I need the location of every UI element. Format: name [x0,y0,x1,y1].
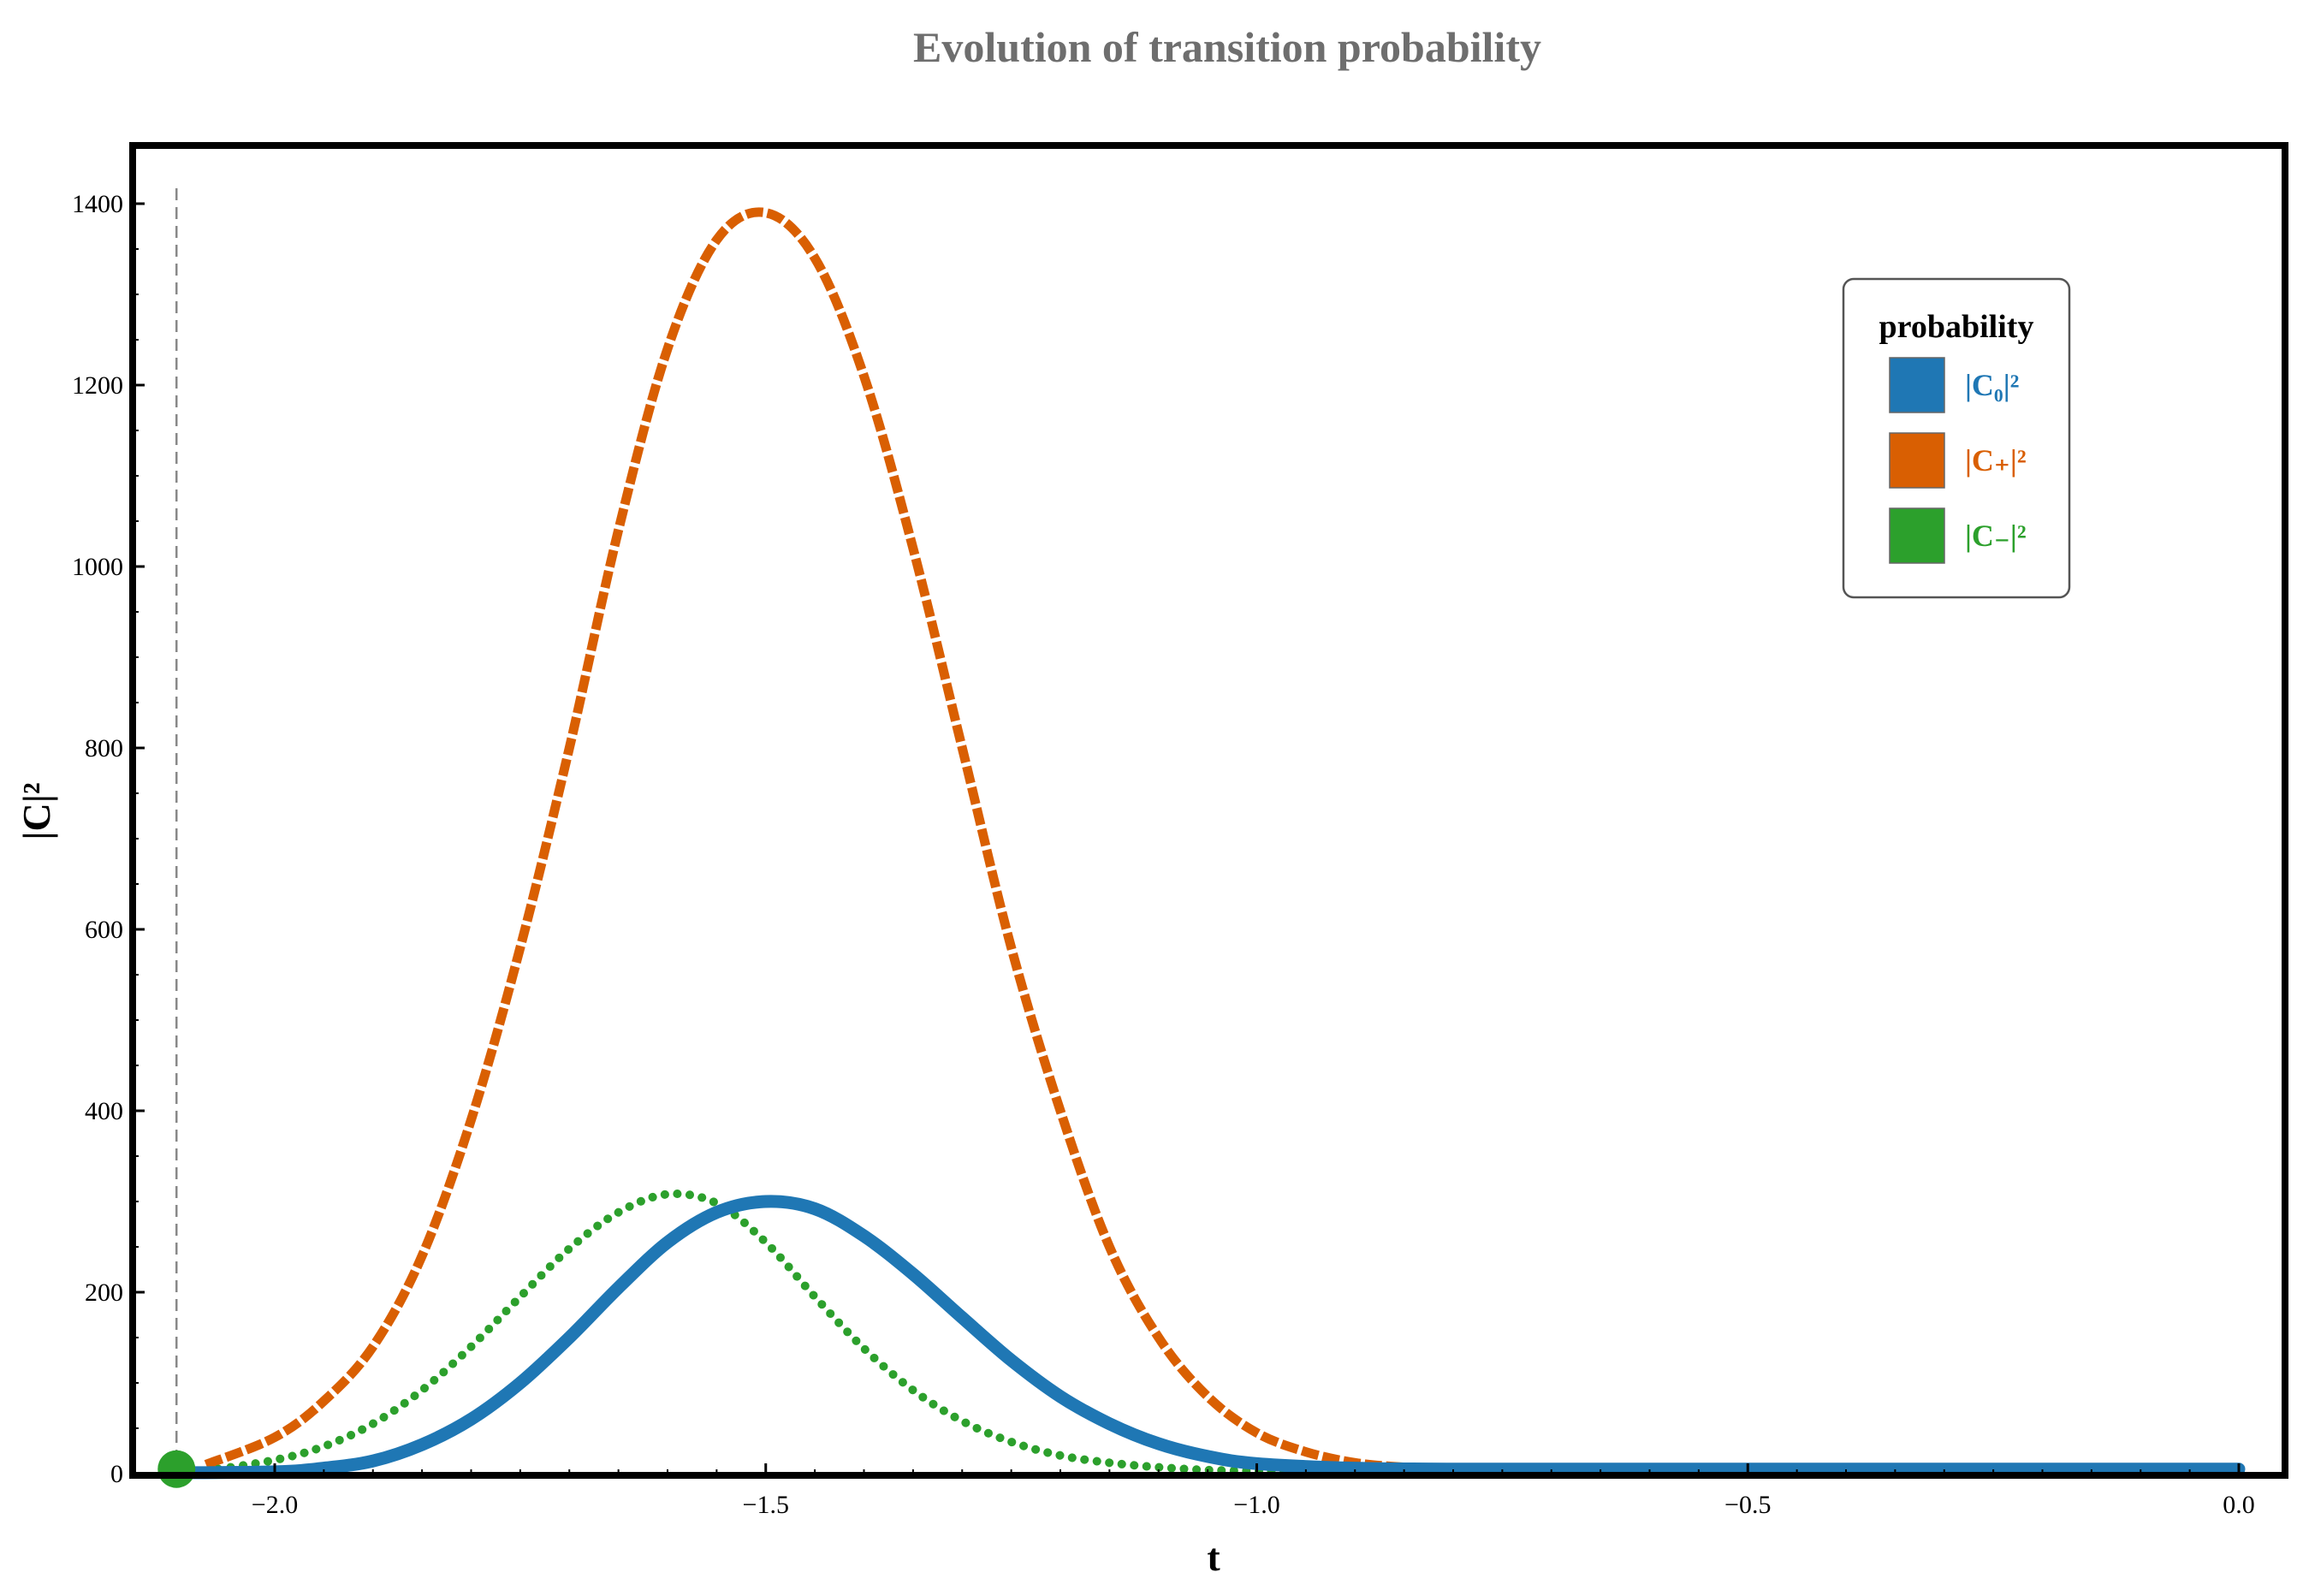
series-line-2 [201,1190,2243,1477]
chart-title: Evolution of transition probability [913,23,1541,71]
start-marker-dot [157,1450,196,1488]
y-tick-label: 0 [110,1460,123,1488]
y-tick-label: 600 [85,916,123,944]
y-axis-label: |C|² [15,782,58,840]
legend-items: |C₀|² |C₊|² |C₋|² [1889,357,2027,564]
plot-area: −2.0 −1.5 −1.0 −0.5 0.0 0 200 400 600 800 1000 1200… [72,188,2255,1519]
legend-label-0: |C₀|² [1965,368,2019,402]
y-tick-label: 1000 [72,553,123,581]
plot-frame [129,142,2288,1479]
y-tick-label: 1200 [72,371,123,400]
legend-swatch-0 [1889,357,1945,413]
y-tick-label: 400 [85,1097,123,1125]
legend: probability |C₀|² |C₊|² |C₋|² [1842,277,2071,599]
series-line-0 [169,1195,2246,1480]
x-tick-label: −2.0 [252,1491,298,1519]
y-tick-label: 800 [85,734,123,762]
x-tick-label: −1.5 [743,1491,789,1519]
x-tick-label: −0.5 [1724,1491,1771,1519]
x-tick-label: 0.0 [2223,1491,2255,1519]
y-tick-label: 1400 [72,190,123,218]
legend-swatch-1 [1889,432,1945,489]
legend-title: probability [1879,309,2034,345]
legend-label-1: |C₊|² [1965,443,2027,478]
legend-label-2: |C₋|² [1965,519,2027,553]
y-tick-label: 200 [85,1279,123,1307]
legend-swatch-2 [1889,507,1945,564]
x-axis-label: t [1207,1535,1220,1579]
x-tick-label: −1.0 [1233,1491,1279,1519]
